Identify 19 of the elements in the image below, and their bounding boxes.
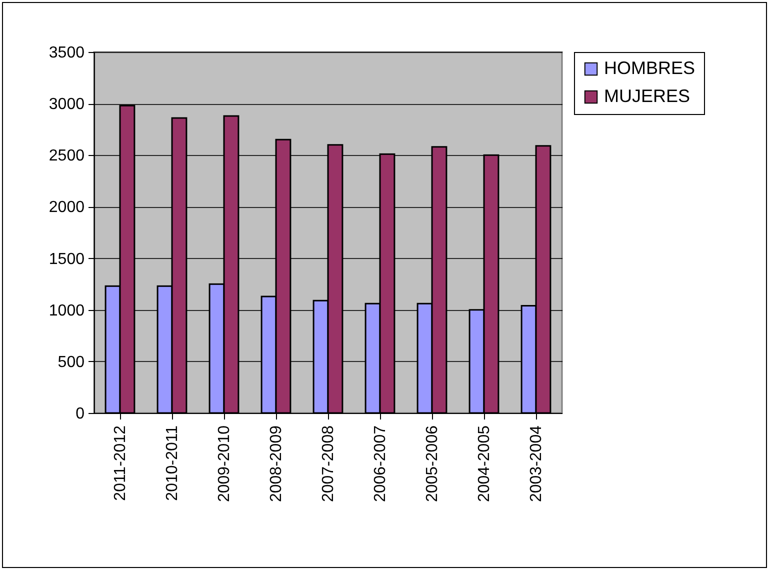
x-tick-label: 2005-2006 [424,425,441,502]
x-tick-label: 2006-2007 [372,425,389,502]
x-tick-label: 2011-2012 [112,425,129,501]
y-tick-label: 500 [58,354,85,371]
y-tick-label: 1500 [48,250,85,268]
x-tick-label: 2007-2008 [320,425,337,502]
y-tick-label: 3000 [48,96,85,114]
legend-label: MUJERES [604,86,690,106]
legend-label: HOMBRES [604,58,696,78]
y-tick-label: 2000 [48,199,85,216]
x-tick-label: 2003-2004 [528,425,545,502]
x-tick-label: 2004-2005 [476,425,493,502]
x-tick-label: 2008-2009 [268,425,285,502]
y-tick-label: 2500 [48,148,85,165]
y-tick-label: 3500 [48,44,85,62]
y-tick-label: 1000 [48,302,85,320]
x-tick-label: 2010-2011 [164,425,181,501]
y-tick-label: 0 [76,406,85,422]
x-tick-label: 2009-2010 [216,425,233,502]
